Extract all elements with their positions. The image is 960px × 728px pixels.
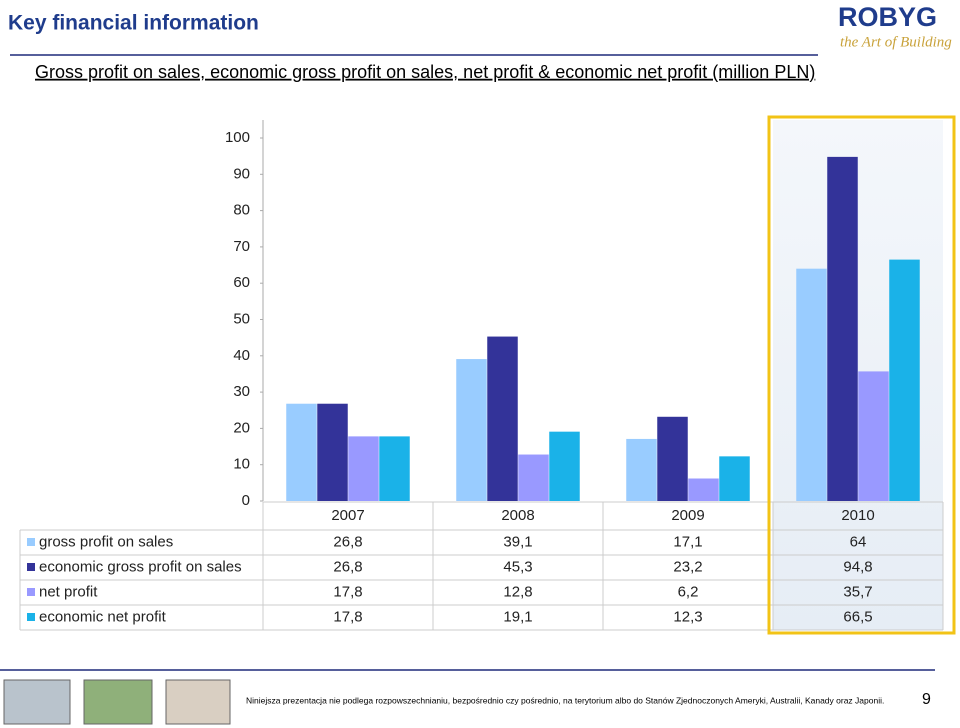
table-value: 94,8 <box>843 558 872 575</box>
bar <box>827 156 858 501</box>
bar <box>858 371 889 501</box>
highlight-frame <box>767 115 956 635</box>
y-tick-label: 100 <box>225 129 250 146</box>
footer-note: Niniejsza prezentacja nie podlega rozpow… <box>246 695 884 705</box>
x-tick-label: 2007 <box>331 507 364 524</box>
y-tick-label: 0 <box>242 492 250 509</box>
table-value: 39,1 <box>503 533 532 550</box>
legend-label: economic gross profit on sales <box>39 558 242 575</box>
table-value: 35,7 <box>843 583 872 600</box>
y-tick-label: 10 <box>233 456 250 473</box>
table-value: 17,8 <box>333 583 362 600</box>
bar <box>796 268 827 501</box>
logo-tagline: the Art of Building <box>840 34 952 50</box>
bar <box>518 454 549 501</box>
y-tick-label: 60 <box>233 274 250 291</box>
photo <box>165 679 231 725</box>
bar <box>657 416 688 501</box>
bar <box>688 478 719 501</box>
table-value: 26,8 <box>333 533 362 550</box>
legend-label: gross profit on sales <box>39 533 173 550</box>
bar <box>286 403 317 501</box>
x-tick-label: 2008 <box>501 507 534 524</box>
page-number: 9 <box>922 691 931 708</box>
table-value: 23,2 <box>673 558 702 575</box>
legend-swatch <box>27 538 35 546</box>
bar <box>348 436 379 501</box>
table-value: 12,3 <box>673 608 702 625</box>
table-value: 17,8 <box>333 608 362 625</box>
y-tick-label: 40 <box>233 347 250 364</box>
legend-swatch <box>27 588 35 596</box>
bar <box>626 438 657 501</box>
bar <box>889 259 920 501</box>
logo-name: ROBYG <box>838 2 937 32</box>
slide-title: Key financial information <box>8 12 259 35</box>
table-value: 64 <box>850 533 867 550</box>
table-value: 19,1 <box>503 608 532 625</box>
legend-label: economic net profit <box>39 608 167 625</box>
table-value: 6,2 <box>678 583 699 600</box>
y-tick-label: 20 <box>233 419 250 436</box>
x-tick-label: 2010 <box>841 507 874 524</box>
legend-label: net profit <box>39 583 98 600</box>
y-tick-label: 90 <box>233 165 250 182</box>
y-tick-label: 80 <box>233 202 250 219</box>
chart-subtitle: Gross profit on sales, economic gross pr… <box>35 62 815 82</box>
table-value: 12,8 <box>503 583 532 600</box>
bar <box>487 336 518 501</box>
table-value: 17,1 <box>673 533 702 550</box>
x-tick-label: 2009 <box>671 507 704 524</box>
y-tick-label: 30 <box>233 383 250 400</box>
photo <box>3 679 71 725</box>
bar <box>317 403 348 501</box>
table-value: 66,5 <box>843 608 872 625</box>
y-tick-label: 70 <box>233 238 250 255</box>
bar <box>719 456 750 501</box>
y-tick-label: 50 <box>233 310 250 327</box>
legend-swatch <box>27 613 35 621</box>
table-value: 26,8 <box>333 558 362 575</box>
bar <box>456 359 487 501</box>
legend-swatch <box>27 563 35 571</box>
bar <box>379 436 410 501</box>
bar <box>549 431 580 501</box>
table-value: 45,3 <box>503 558 532 575</box>
photo <box>83 679 153 725</box>
